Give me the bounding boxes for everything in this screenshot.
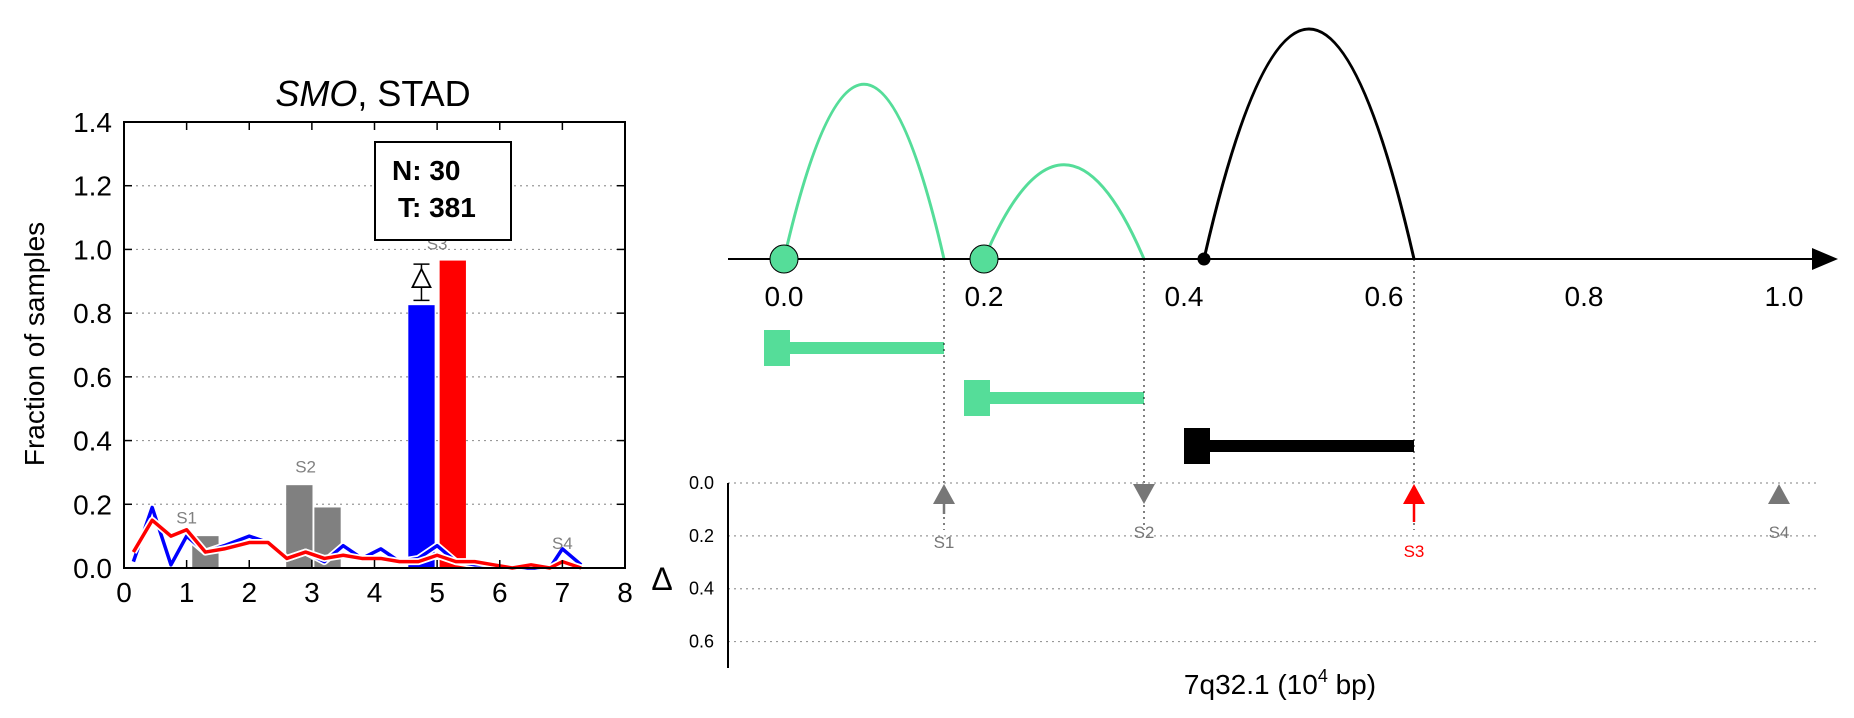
y-tick-label: 0.0 [73, 553, 112, 584]
x-tick-label: 3 [304, 577, 320, 608]
y-tick-label: 1.4 [73, 107, 112, 138]
delta-axis-label: Δ [651, 561, 672, 597]
arc [782, 82, 946, 260]
segments [764, 330, 1414, 464]
arc [982, 163, 1146, 260]
site-triangle-up [1403, 484, 1425, 504]
arc [1202, 27, 1416, 260]
chart-title: SMO, STAD [275, 73, 470, 114]
arcs [782, 27, 1416, 260]
site-triangle-up [1768, 484, 1790, 504]
position-ticks: 0.0 0.2 0.4 0.6 0.8 1.0 [765, 281, 1804, 312]
site-triangle-down [1133, 484, 1155, 504]
legend-normal-count: N: 30 [392, 155, 460, 186]
x-tick-label: 5 [429, 577, 445, 608]
x-tick-label: 1 [179, 577, 195, 608]
delta-tick-label: 0.6 [689, 632, 714, 652]
region-axis-label-main: 7q32.1 (10 [1184, 669, 1318, 700]
position-tick-label: 0.2 [965, 281, 1004, 312]
chart-title-rest: , STAD [357, 73, 470, 114]
delta-tick-label: 0.2 [689, 526, 714, 546]
bar [408, 305, 435, 568]
chart-title-gene: SMO [275, 73, 357, 114]
site-label: S1 [176, 508, 197, 527]
segment-bar [1204, 440, 1414, 452]
y-ticks: 0.0 0.2 0.4 0.6 0.8 1.0 1.2 1.4 [73, 107, 625, 584]
position-tick-label: 0.4 [1165, 281, 1204, 312]
region-axis-label: 7q32.1 (104 bp) [1184, 666, 1376, 700]
y-tick-label: 1.0 [73, 234, 112, 265]
segment-bar [784, 342, 944, 354]
legend-tumor-count: T: 381 [398, 192, 476, 223]
site-label: S1 [934, 533, 955, 552]
junction-circle [769, 244, 799, 274]
region-axis-label-unit: bp) [1328, 669, 1376, 700]
position-axis-arrow [1812, 248, 1838, 270]
site-label: S2 [295, 457, 316, 476]
site-markers: S1 S2 S3 S4 [933, 484, 1790, 561]
x-ticks: 0 1 2 3 4 5 6 7 8 [116, 122, 633, 608]
x-tick-label: 4 [367, 577, 383, 608]
site-triangle-up [933, 484, 955, 504]
delta-tick-label: 0.0 [689, 473, 714, 493]
junction-circle [1197, 252, 1211, 266]
y-axis-label: Fraction of samples [19, 222, 50, 466]
bars [192, 260, 466, 568]
y-tick-label: 0.8 [73, 298, 112, 329]
position-tick-label: 0.0 [765, 281, 804, 312]
arc-diagram: 0.0 0.2 0.4 0.6 0.8 1.0 0.0 0.2 0.4 0.6 Δ S1 S2 S3… [651, 27, 1838, 700]
region-axis-label-exponent: 4 [1318, 666, 1328, 686]
bar [439, 260, 466, 568]
junction-circle [969, 244, 999, 274]
position-tick-label: 0.6 [1365, 281, 1404, 312]
site-label: S4 [1769, 523, 1790, 542]
junction-circles [769, 244, 1211, 274]
delta-gridlines [728, 482, 1820, 643]
segment-bar [984, 392, 1144, 404]
delta-symbol [411, 267, 432, 289]
legend-box: N: 30 T: 381 [374, 141, 512, 241]
x-tick-label: 0 [116, 577, 132, 608]
y-tick-label: 0.2 [73, 489, 112, 520]
site-label: S4 [552, 534, 573, 553]
y-tick-label: 0.4 [73, 426, 112, 457]
x-tick-label: 7 [555, 577, 571, 608]
position-tick-label: 0.8 [1565, 281, 1604, 312]
y-tick-label: 1.2 [73, 171, 112, 202]
delta-tick-label: 0.4 [689, 579, 714, 599]
x-tick-label: 2 [241, 577, 257, 608]
legend-frame [374, 141, 512, 241]
site-label: S3 [1404, 542, 1425, 561]
position-tick-label: 1.0 [1765, 281, 1804, 312]
delta-ticks: 0.0 0.2 0.4 0.6 [689, 473, 714, 652]
x-tick-label: 6 [492, 577, 508, 608]
x-tick-label: 8 [617, 577, 633, 608]
site-label: S2 [1134, 523, 1155, 542]
delta-marker [411, 263, 432, 302]
y-tick-label: 0.6 [73, 362, 112, 393]
